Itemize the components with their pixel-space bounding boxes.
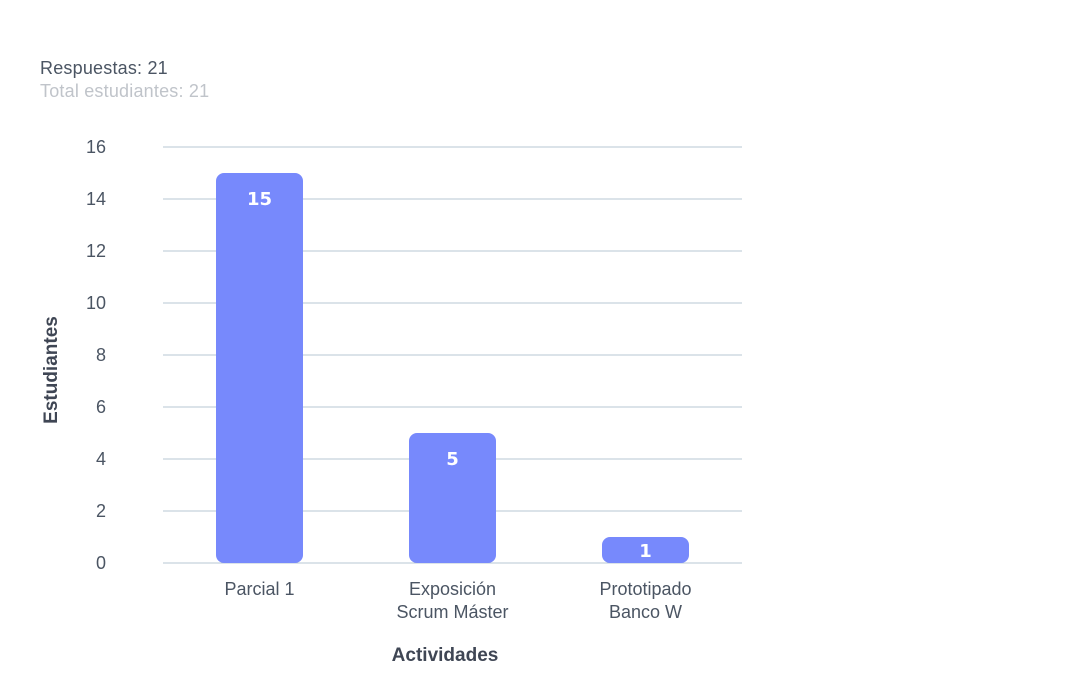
bar-value-label: 1 — [639, 541, 652, 562]
x-tick-label-line: Parcial 1 — [224, 579, 294, 599]
bar-value-label: 5 — [446, 449, 459, 470]
bar[interactable] — [216, 173, 303, 563]
x-tick-label-line: Prototipado — [599, 579, 691, 599]
y-tick-label: 6 — [96, 397, 106, 417]
bar[interactable] — [602, 537, 689, 563]
y-tick-label: 4 — [96, 449, 106, 469]
y-axis-title: Estudiantes — [41, 316, 62, 424]
bar-value-label: 15 — [247, 189, 272, 210]
y-tick-label: 2 — [96, 501, 106, 521]
x-axis-labels: Parcial 1 Exposición Scrum Máster Prototipa… — [224, 579, 691, 622]
x-tick-label-line: Banco W — [609, 602, 682, 622]
total-students: Total estudiantes: 21 — [40, 81, 210, 101]
x-tick-label: Exposición Scrum Máster — [396, 579, 508, 622]
y-tick-label: 16 — [86, 137, 106, 157]
y-axis-ticks: 0 2 4 6 8 10 12 14 16 — [86, 137, 106, 573]
x-tick-label: Prototipado Banco W — [599, 579, 691, 622]
x-axis-title: Actividades — [392, 645, 499, 666]
y-tick-label: 10 — [86, 293, 106, 313]
response-summary: Respuestas: 21 Total estudiantes: 21 — [40, 57, 209, 103]
y-tick-label: 14 — [86, 189, 106, 209]
y-tick-label: 8 — [96, 345, 106, 365]
responses-count: Respuestas: 21 — [40, 58, 168, 78]
y-tick-label: 0 — [96, 553, 106, 573]
x-tick-label-line: Scrum Máster — [396, 602, 508, 622]
bar[interactable] — [409, 433, 496, 563]
x-tick-label: Parcial 1 — [224, 579, 294, 599]
y-tick-label: 12 — [86, 241, 106, 261]
x-tick-label-line: Exposición — [409, 579, 496, 599]
